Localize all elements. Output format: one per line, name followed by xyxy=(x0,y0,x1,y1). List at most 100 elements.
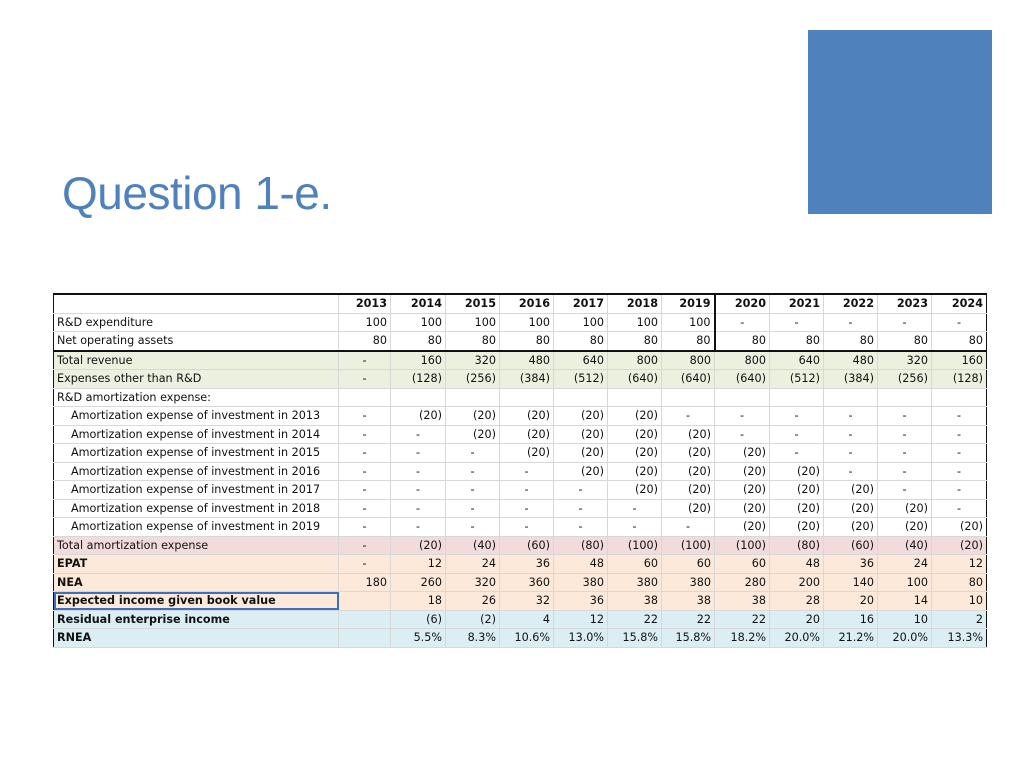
value-cell[interactable]: 22 xyxy=(714,609,770,629)
value-cell[interactable]: (20) xyxy=(607,480,662,500)
value-cell[interactable]: (20) xyxy=(661,461,715,481)
value-cell[interactable]: - xyxy=(445,498,500,518)
value-cell[interactable]: 80 xyxy=(877,331,932,352)
value-cell[interactable]: - xyxy=(338,350,391,370)
value-cell[interactable]: - xyxy=(338,461,391,481)
value-cell[interactable]: (128) xyxy=(931,369,987,389)
row-label[interactable]: Net operating assets xyxy=(53,331,339,352)
value-cell[interactable]: 320 xyxy=(445,572,500,592)
value-cell[interactable]: - xyxy=(338,406,391,426)
value-cell[interactable]: (20) xyxy=(661,498,715,518)
value-cell[interactable]: 80 xyxy=(607,331,662,352)
value-cell[interactable]: 80 xyxy=(445,331,500,352)
value-cell[interactable]: - xyxy=(877,443,932,463)
value-cell[interactable] xyxy=(931,387,987,407)
value-cell[interactable]: 24 xyxy=(445,554,500,574)
value-cell[interactable]: - xyxy=(877,480,932,500)
value-cell[interactable] xyxy=(338,628,391,648)
value-cell[interactable]: 480 xyxy=(823,350,878,370)
value-cell[interactable]: 200 xyxy=(769,572,824,592)
value-cell[interactable]: 100 xyxy=(390,312,446,332)
value-cell[interactable]: 15.8% xyxy=(661,628,715,648)
value-cell[interactable]: 20 xyxy=(823,591,878,611)
value-cell[interactable]: 160 xyxy=(390,350,446,370)
value-cell[interactable]: 24 xyxy=(877,554,932,574)
value-cell[interactable]: - xyxy=(931,443,987,463)
value-cell[interactable]: (128) xyxy=(390,369,446,389)
row-label[interactable]: R&D expenditure xyxy=(53,312,339,332)
value-cell[interactable]: - xyxy=(769,424,824,444)
value-cell[interactable]: (256) xyxy=(877,369,932,389)
value-cell[interactable]: (384) xyxy=(499,369,554,389)
value-cell[interactable]: (20) xyxy=(390,535,446,555)
value-cell[interactable]: 38 xyxy=(714,591,770,611)
value-cell[interactable] xyxy=(338,387,391,407)
value-cell[interactable]: 20 xyxy=(769,609,824,629)
row-label[interactable]: Amortization expense of investment in 20… xyxy=(53,406,339,426)
year-header-2017[interactable]: 2017 xyxy=(553,293,608,314)
value-cell[interactable] xyxy=(338,591,391,611)
value-cell[interactable]: - xyxy=(714,406,770,426)
value-cell[interactable]: - xyxy=(338,535,391,555)
value-cell[interactable]: (60) xyxy=(823,535,878,555)
value-cell[interactable]: 20.0% xyxy=(769,628,824,648)
value-cell[interactable]: 13.3% xyxy=(931,628,987,648)
value-cell[interactable]: 18 xyxy=(390,591,446,611)
value-cell[interactable]: - xyxy=(769,406,824,426)
value-cell[interactable]: (20) xyxy=(390,406,446,426)
value-cell[interactable]: (100) xyxy=(607,535,662,555)
value-cell[interactable]: (20) xyxy=(714,443,770,463)
value-cell[interactable]: 80 xyxy=(661,331,715,352)
value-cell[interactable]: (512) xyxy=(769,369,824,389)
value-cell[interactable]: 60 xyxy=(714,554,770,574)
value-cell[interactable] xyxy=(823,387,878,407)
value-cell[interactable]: - xyxy=(823,424,878,444)
row-label[interactable]: Expected income given book value xyxy=(53,591,339,611)
year-header-2016[interactable]: 2016 xyxy=(499,293,554,314)
value-cell[interactable]: 18.2% xyxy=(714,628,770,648)
value-cell[interactable]: - xyxy=(714,424,770,444)
value-cell[interactable]: 100 xyxy=(499,312,554,332)
row-label[interactable]: Amortization expense of investment in 20… xyxy=(53,443,339,463)
value-cell[interactable]: 180 xyxy=(338,572,391,592)
value-cell[interactable]: - xyxy=(769,312,824,332)
value-cell[interactable]: 48 xyxy=(553,554,608,574)
value-cell[interactable] xyxy=(661,387,715,407)
value-cell[interactable]: 80 xyxy=(553,331,608,352)
value-cell[interactable] xyxy=(769,387,824,407)
value-cell[interactable]: 16 xyxy=(823,609,878,629)
value-cell[interactable]: 100 xyxy=(877,572,932,592)
value-cell[interactable]: 80 xyxy=(390,331,446,352)
value-cell[interactable]: (20) xyxy=(661,424,715,444)
value-cell[interactable]: 4 xyxy=(499,609,554,629)
value-cell[interactable]: 80 xyxy=(499,331,554,352)
value-cell[interactable]: (20) xyxy=(445,424,500,444)
value-cell[interactable] xyxy=(338,609,391,629)
value-cell[interactable]: (384) xyxy=(823,369,878,389)
value-cell[interactable]: 15.8% xyxy=(607,628,662,648)
year-header-2013[interactable]: 2013 xyxy=(338,293,391,314)
value-cell[interactable]: - xyxy=(338,443,391,463)
value-cell[interactable]: 12 xyxy=(553,609,608,629)
value-cell[interactable]: (80) xyxy=(553,535,608,555)
value-cell[interactable]: 80 xyxy=(823,331,878,352)
value-cell[interactable]: 280 xyxy=(714,572,770,592)
value-cell[interactable]: - xyxy=(390,424,446,444)
value-cell[interactable]: (20) xyxy=(823,480,878,500)
value-cell[interactable]: 800 xyxy=(607,350,662,370)
value-cell[interactable]: (20) xyxy=(499,406,554,426)
value-cell[interactable]: - xyxy=(445,461,500,481)
value-cell[interactable]: 800 xyxy=(661,350,715,370)
value-cell[interactable]: (20) xyxy=(714,498,770,518)
value-cell[interactable]: (80) xyxy=(769,535,824,555)
value-cell[interactable]: (256) xyxy=(445,369,500,389)
value-cell[interactable]: (20) xyxy=(769,480,824,500)
value-cell[interactable]: 36 xyxy=(499,554,554,574)
header-blank-cell[interactable] xyxy=(53,293,339,314)
value-cell[interactable]: (20) xyxy=(769,517,824,537)
value-cell[interactable]: 80 xyxy=(769,331,824,352)
value-cell[interactable]: (40) xyxy=(445,535,500,555)
value-cell[interactable]: - xyxy=(338,498,391,518)
value-cell[interactable]: 32 xyxy=(499,591,554,611)
value-cell[interactable]: 12 xyxy=(390,554,446,574)
